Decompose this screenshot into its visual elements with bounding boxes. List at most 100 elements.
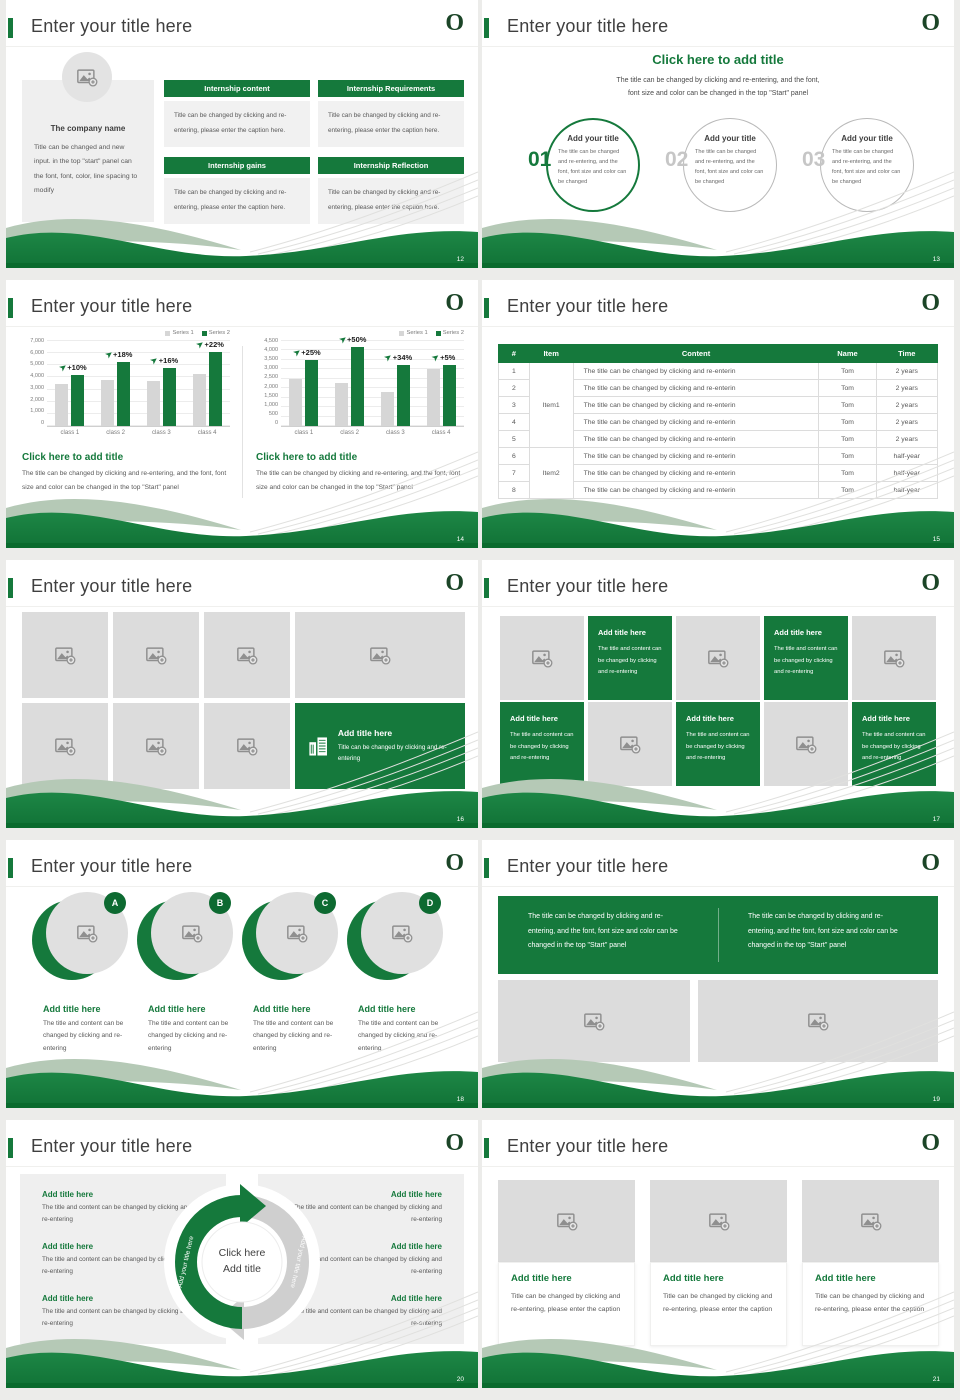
step-number: 01: [528, 148, 552, 171]
y-tick-label: 3,000: [264, 365, 278, 372]
university-logo: O: [921, 1130, 940, 1156]
circle-body: The title can be changed and re-entering…: [832, 149, 901, 186]
slide-title: Enter your title here: [507, 856, 669, 876]
company-card: The company name Title can be changed an…: [22, 80, 154, 222]
slide-title: Enter your title here: [31, 296, 193, 316]
cell-title: Add title here: [774, 628, 822, 637]
university-logo: O: [445, 570, 464, 596]
series2-swatch: [435, 330, 441, 336]
slide-21-thumbnail[interactable]: Enter your title here O Add title here Ti…: [482, 1120, 954, 1388]
bar-group: ➤ +25%: [281, 341, 327, 426]
cycle-center-label: Click here Add title: [162, 1182, 322, 1342]
table-header: #: [498, 344, 530, 363]
growth-label: ➤ +50%: [337, 333, 367, 345]
circle-title: Add your title: [704, 134, 756, 143]
box-body: Title can be changed by clicking and re-…: [164, 101, 310, 147]
chart-caption-title: Click here to add title: [256, 452, 358, 463]
slide-13-thumbnail[interactable]: Enter your title here O Click here to ad…: [482, 0, 954, 268]
item-body: The title and content can be changed by …: [42, 1204, 191, 1223]
center-line1: Click here: [218, 1247, 266, 1260]
table-cell: Tom: [818, 447, 877, 465]
y-tick-label: 2,000: [264, 383, 278, 390]
title-accent-bar: [8, 298, 13, 318]
gridline: [281, 387, 464, 389]
series2-bar: [117, 361, 131, 426]
series2-bar: [351, 346, 365, 426]
slide-20-thumbnail[interactable]: Enter your title here O Add title here Th…: [6, 1120, 478, 1388]
gridline: [47, 400, 230, 402]
text-cell: Add title here The title and content can …: [852, 702, 936, 786]
header-divider: [6, 46, 478, 47]
item-body: The title and content can be changed by …: [42, 1308, 191, 1327]
lettered-item: C Add title here The title and content c…: [242, 892, 342, 1055]
table-cell: 6: [498, 447, 530, 465]
table-cell: The title can be changed by clicking and…: [572, 396, 820, 414]
slide-17-thumbnail[interactable]: Enter your title here O Add title here Th…: [482, 560, 954, 828]
bar-group: ➤ +5%: [418, 341, 464, 426]
y-tick-label: 500: [268, 410, 278, 417]
item-body: The title and content can be changed by …: [293, 1256, 442, 1275]
chart-panel-right: Series 1 Series 2 4,500 4,000 3,500 3,000 2,…: [256, 328, 464, 495]
table-cell: The title can be changed by clicking and…: [572, 430, 820, 448]
table-cell: 2: [498, 379, 530, 397]
growth-label: ➤ +18%: [103, 348, 133, 360]
slide-14-thumbnail[interactable]: Enter your title here O Series 1 Series …: [6, 280, 478, 548]
chart-caption-title: Click here to add title: [22, 452, 124, 463]
bar-group: ➤ +10%: [47, 341, 93, 426]
page-number: 16: [456, 816, 464, 823]
series2-bar: [305, 359, 319, 426]
company-image-placeholder: [62, 52, 112, 102]
table-cell: 2 years: [875, 396, 939, 414]
feature-body: Title can be changed by clicking and re-…: [337, 743, 447, 762]
item-title: Add title here: [42, 1190, 94, 1199]
item-body: The title and content can be changed by …: [43, 1020, 124, 1052]
image-placeholder-icon: [182, 925, 203, 943]
title-accent-bar: [484, 858, 489, 878]
image-placeholder-cell: [764, 702, 848, 786]
image-placeholder-cell: [295, 612, 465, 698]
image-placeholder-icon: [237, 647, 258, 665]
header-divider: [482, 1166, 954, 1167]
table-cell: 7: [498, 464, 530, 482]
slide-15-thumbnail[interactable]: Enter your title here O # Item Content Name…: [482, 280, 954, 548]
image-placeholder-cell: [500, 616, 584, 700]
item-body: The title and content can be changed by …: [293, 1204, 442, 1223]
gridline: [281, 377, 464, 379]
slide-19-thumbnail[interactable]: Enter your title here O The title can be…: [482, 840, 954, 1108]
image-placeholder-cell: [698, 980, 938, 1062]
circle-title: Add your title: [567, 134, 619, 143]
circle-body: The title can be changed and re-entering…: [558, 149, 627, 186]
image-placeholder-icon: [392, 925, 413, 943]
series1-swatch: [399, 330, 405, 336]
text-cell: Add title here The title and content can …: [676, 702, 760, 786]
page-number: 12: [456, 256, 464, 263]
series2-bar: [396, 364, 410, 426]
image-placeholder-icon: [55, 647, 76, 665]
slide-16-thumbnail[interactable]: Enter your title here O Add title here T…: [6, 560, 478, 828]
chart-caption-body: The title can be changed by clicking and…: [256, 470, 461, 491]
box-header: Internship gains: [164, 157, 310, 174]
image-placeholder-cell: [852, 616, 936, 700]
y-tick-label: 1,000: [264, 401, 278, 408]
table-cell: The title can be changed by clicking and…: [572, 447, 820, 465]
slide-18-thumbnail[interactable]: Enter your title here O A Add title here…: [6, 840, 478, 1108]
slide-title: Enter your title here: [31, 1136, 193, 1156]
bar-group: ➤ +16%: [139, 341, 185, 426]
step-number: 02: [665, 148, 689, 171]
title-accent-bar: [8, 1138, 13, 1158]
x-axis-labels: class 1 class 2 class 3 class 4: [47, 430, 230, 436]
table-header: Time: [875, 344, 939, 363]
letter-badge: A: [104, 892, 126, 914]
image-placeholder-icon: [77, 69, 98, 87]
table-cell: Tom: [818, 362, 877, 380]
letter-badge: B: [209, 892, 231, 914]
slide-12-thumbnail[interactable]: Enter your title here O The company name…: [6, 0, 478, 268]
content-table: # Item Content Name Time 1 Item1 The title can …: [498, 344, 939, 499]
cell-title: Add title here: [686, 714, 734, 723]
title-accent-bar: [484, 18, 489, 38]
title-accent-bar: [8, 578, 13, 598]
gridline: [281, 425, 464, 426]
university-logo: O: [445, 290, 464, 316]
company-name: The company name: [50, 124, 126, 133]
section-title: Click here to add title: [652, 52, 784, 67]
